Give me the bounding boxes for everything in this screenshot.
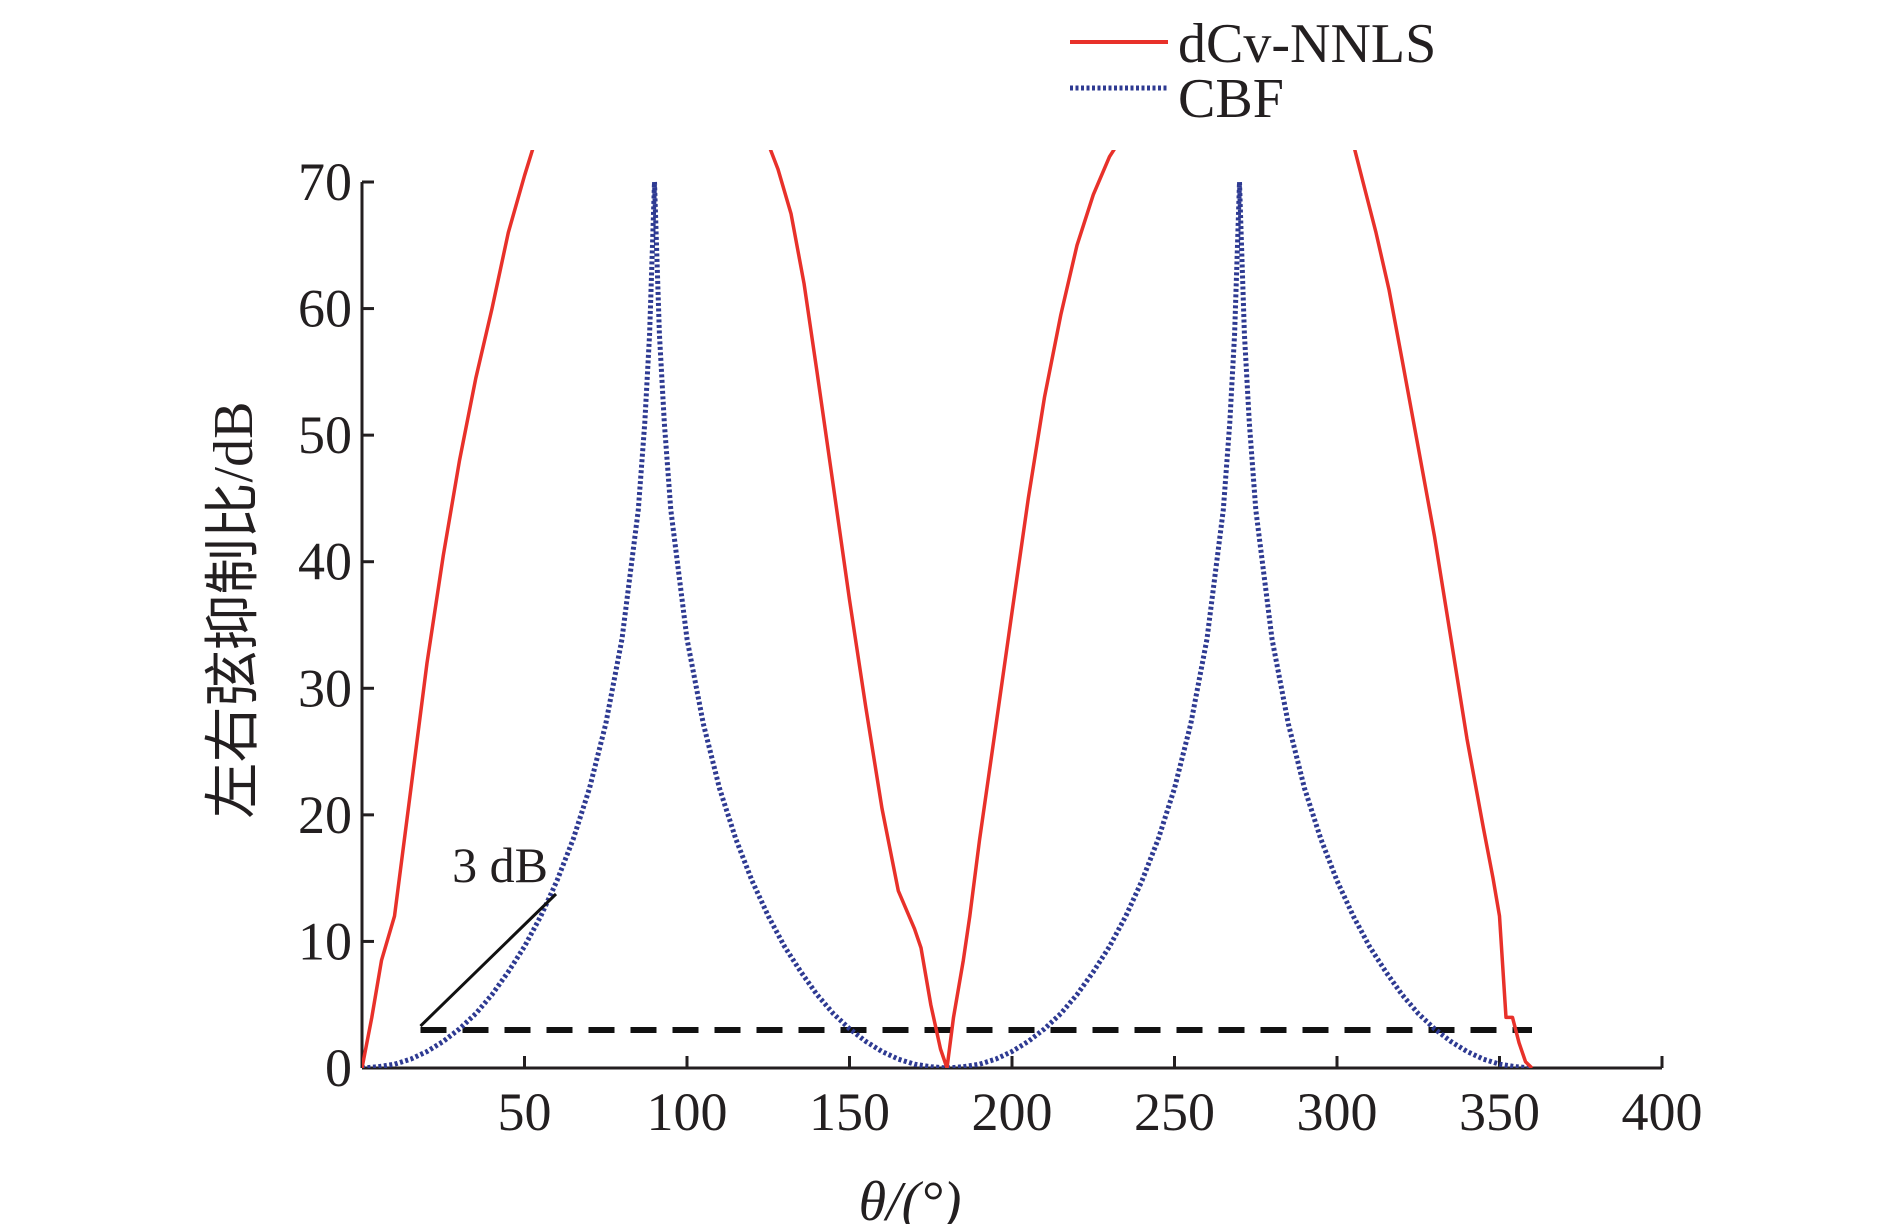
annotation-3db-label: 3 dB xyxy=(452,837,548,893)
x-tick-label: 350 xyxy=(1459,1082,1540,1142)
x-tick-label: 200 xyxy=(972,1082,1053,1142)
y-tick-label: 20 xyxy=(298,785,352,845)
x-ticks: 50 100 150 200 250 300 350 400 xyxy=(498,1056,1703,1142)
y-tick-label: 0 xyxy=(325,1038,352,1098)
legend: dCv-NNLS CBF xyxy=(1070,13,1436,130)
x-tick-label: 300 xyxy=(1297,1082,1378,1142)
y-tick-label: 40 xyxy=(298,532,352,592)
x-tick-label: 150 xyxy=(809,1082,890,1142)
annotation-3db: 3 dB xyxy=(419,837,558,1028)
x-tick-label: 400 xyxy=(1622,1082,1703,1142)
x-tick-label: 50 xyxy=(498,1082,552,1142)
legend-label-dcv-nnls: dCv-NNLS xyxy=(1178,13,1436,75)
axes xyxy=(360,182,1662,1070)
y-tick-label: 30 xyxy=(298,658,352,718)
y-ticks: 0 10 20 30 40 50 60 70 xyxy=(298,152,374,1098)
y-tick-label: 70 xyxy=(298,152,352,212)
annotation-pointer-line xyxy=(419,892,558,1028)
legend-label-cbf: CBF xyxy=(1178,68,1284,130)
x-axis-title: θ/(°) xyxy=(859,1171,962,1224)
y-axis-title: 左右弦抑制比/dB xyxy=(203,402,265,819)
x-tick-label: 250 xyxy=(1134,1082,1215,1142)
y-tick-label: 50 xyxy=(298,405,352,465)
plot-area xyxy=(362,150,1534,1068)
y-tick-label: 60 xyxy=(298,279,352,339)
series-line-dcv-nnls xyxy=(362,150,1534,1068)
x-tick-label: 100 xyxy=(647,1082,728,1142)
y-tick-label: 10 xyxy=(298,911,352,971)
series-line-cbf xyxy=(362,181,1533,1068)
